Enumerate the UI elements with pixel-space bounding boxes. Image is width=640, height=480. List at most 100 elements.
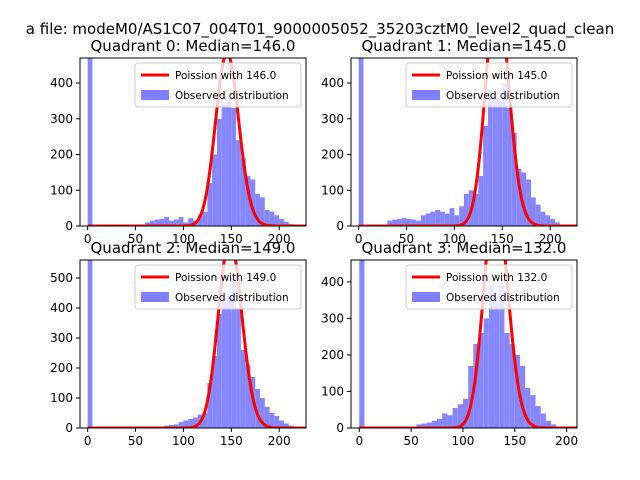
x-tick-label: 0 [355,232,363,246]
histogram-bar [164,217,170,226]
histogram-bar [452,407,458,428]
subplot-2: 0 50 100 150 200 0 100 200 300 400 500 Quadrant 2: … [50,239,307,448]
y-tick-label: 400 [50,76,73,90]
y-tick-label: 400 [50,301,73,315]
axes-frame [79,259,307,429]
x-tick-label: 100 [172,232,195,246]
histogram-bar [207,183,213,226]
histogram-bar [207,383,213,428]
histogram-bar [462,398,469,428]
histogram-bar [488,285,495,428]
legend-box [134,264,302,310]
poisson-curve [87,260,306,428]
histogram-bar [530,395,536,428]
y-tick-label: 0 [336,219,344,233]
y-tick-label: 200 [50,148,73,162]
legend: Poission with 146.0 Observed distribution [134,62,302,108]
subplot-0: 0 50 100 150 200 0 100 200 300 400 Quadrant 0: Med… [50,37,307,246]
legend-box [405,62,573,108]
histogram-bar [437,418,443,428]
histogram-bar [269,413,275,428]
legend-box [405,264,573,310]
y-tick-label: 0 [65,219,73,233]
histogram-bar [483,125,488,226]
histogram-bar [411,219,417,226]
y-tick-label: 0 [336,421,344,435]
legend-label-observed: Observed distribution [446,90,560,102]
histogram-bar [173,219,179,226]
x-tick-label: 150 [503,434,526,448]
histogram-bar [526,179,532,226]
histogram-bar [468,365,474,428]
histogram-bar [255,193,261,226]
histogram-bar [464,193,469,226]
histogram-bar [435,209,441,226]
histogram-bar [444,213,450,226]
histogram-bar [545,215,551,226]
legend-label-observed: Observed distribution [446,292,560,304]
histogram-bar [514,354,520,428]
y-tick-label: 100 [50,183,73,197]
legend: Poission with 132.0 Observed distribution [405,264,573,310]
histogram-bar [193,417,198,428]
histogram-bar [540,211,546,226]
histogram-bar [202,413,208,428]
histogram-bar [260,398,265,428]
legend-label-fit: Poission with 149.0 [175,272,276,284]
histogram-bar [473,193,479,226]
axes-frame [350,259,578,429]
x-tick-label: 150 [220,434,243,448]
histogram-bar [358,58,364,226]
y-tick-label: 300 [50,112,73,126]
histogram-bar [535,204,541,226]
histogram-bar [507,108,512,226]
histogram-bar [478,333,484,428]
histogram-bar [430,211,436,226]
histogram-bar [216,314,222,428]
y-tick-label: 300 [321,112,344,126]
histogram-bar [269,211,275,226]
histogram-bar [440,211,445,226]
legend-label-fit: Poission with 146.0 [175,70,276,82]
x-tick-label: 150 [491,232,514,246]
histogram-bar [420,215,426,226]
histogram-bar [202,211,208,226]
histogram-bar [255,389,261,428]
histogram-bar [178,422,184,428]
histogram-bar [236,140,241,226]
histogram-bar [535,406,541,428]
histogram-bar [260,197,265,226]
histogram-bar [545,420,552,428]
x-tick-label: 100 [443,232,466,246]
histogram-bar [173,424,179,428]
legend-bar-swatch [412,90,440,100]
y-tick-label: 0 [65,421,73,435]
histogram-bar [494,296,500,428]
y-tick-label: 300 [50,331,73,345]
histogram-bar [221,302,227,428]
histogram-bar [550,218,555,226]
y-tick-label: 100 [321,384,344,398]
histogram-bar [231,108,237,226]
histogram-bar [231,278,237,428]
histogram-bar [425,213,431,226]
x-tick-label: 200 [268,434,291,448]
x-tick-label: 100 [172,434,195,448]
plot-area [87,260,306,428]
x-tick-label: 50 [128,232,143,246]
y-tick-label: 400 [321,76,344,90]
x-tick-label: 50 [399,232,414,246]
histogram-bar [274,416,280,428]
histogram-bar [473,344,479,428]
histogram-bar [554,222,560,226]
histogram-bar [188,419,193,428]
histogram-bar [240,350,246,428]
x-tick-label: 0 [84,232,92,246]
histogram-bar [145,222,150,226]
histogram-bar [431,420,438,428]
histogram-bar [240,158,246,226]
legend-label-fit: Poission with 145.0 [446,70,547,82]
histogram-bar [245,365,251,428]
histogram-bar [188,218,193,226]
histogram-bar [511,133,517,226]
